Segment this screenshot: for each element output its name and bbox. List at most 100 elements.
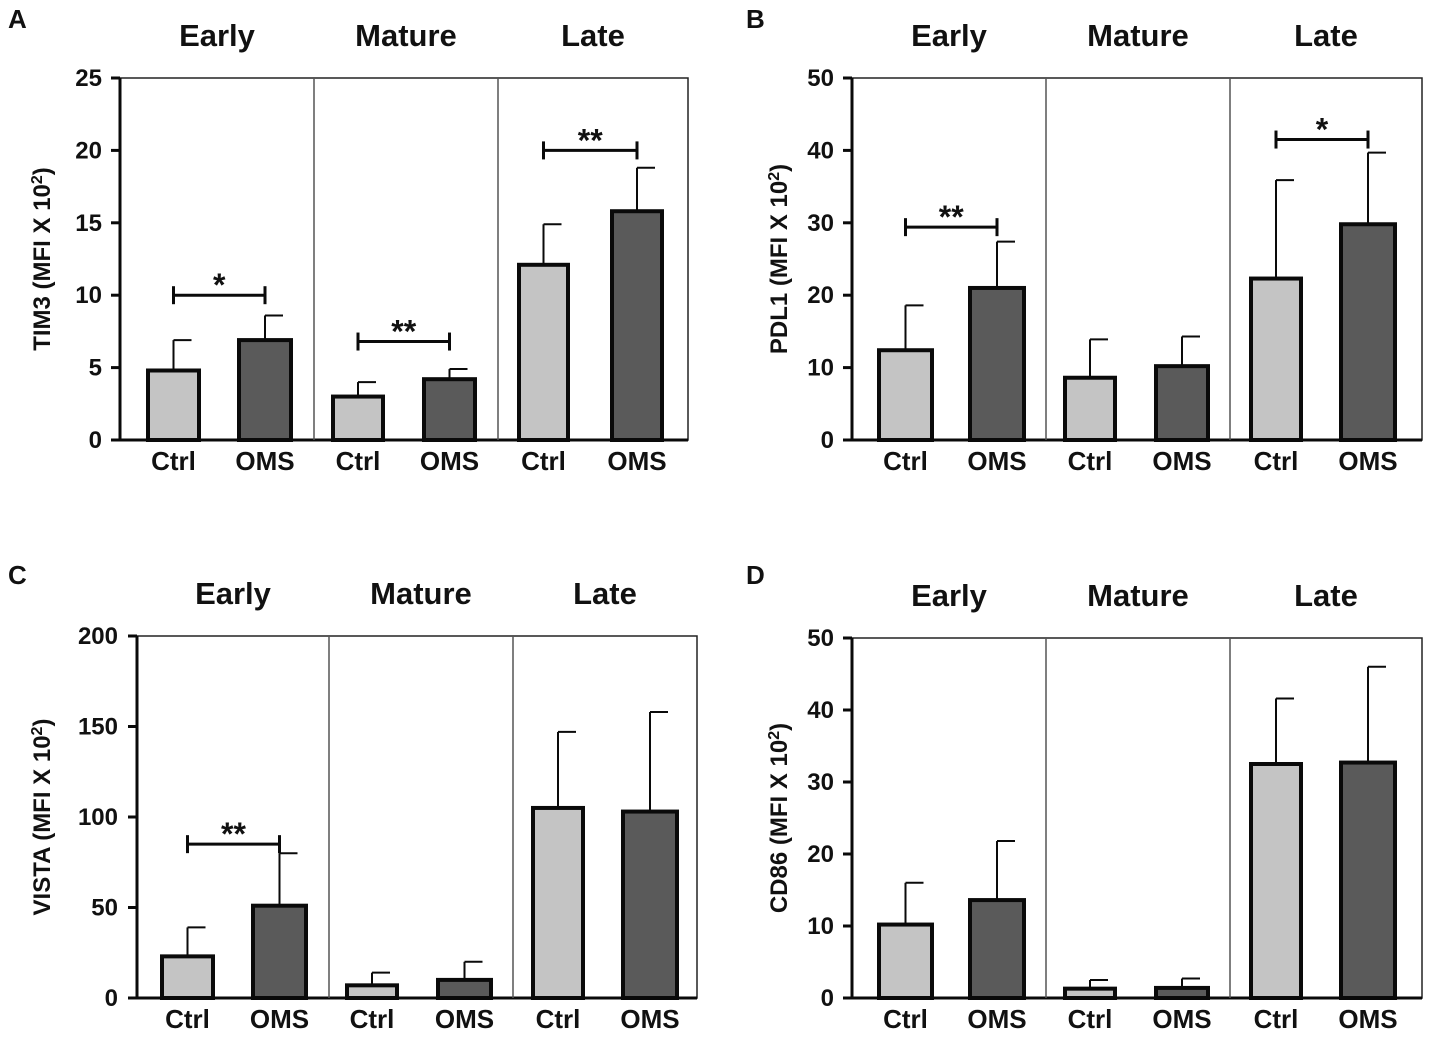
x-category-label: OMS [620,1004,679,1034]
chart-panel-a: A 0 5 10 15 20 25 TIM3 (MFI X 102) Early Ctrl OMS *… [8,4,689,476]
bar-ctrl [877,348,934,442]
y-tick-label: 30 [807,769,834,796]
y-tick-label: 0 [821,985,834,1012]
y-tick-label: 20 [807,841,834,868]
bar-ctrl [146,368,201,442]
bar-ctrl [1249,276,1303,442]
bar-ctrl [1063,986,1117,1001]
x-category-label: Ctrl [165,1004,210,1034]
y-axis-label: PDL1 (MFI X 102) [766,164,794,354]
y-tick-label: 40 [807,697,834,724]
group-title: Early [911,18,988,53]
group-title: Mature [1087,18,1189,53]
y-tick-label: 200 [78,623,118,650]
y-axis-label: VISTA (MFI X 102) [29,719,57,916]
bar-oms [1339,222,1397,442]
x-category-label: OMS [1152,1004,1211,1034]
y-axis-label: CD86 (MFI X 102) [766,723,794,913]
chart-panel-c: C 0 50 100 150 200 VISTA (MFI X 102) Early Ctrl O… [8,560,698,1034]
x-category-label: OMS [250,1004,309,1034]
y-axis-label: TIM3 (MFI X 102) [29,167,57,351]
x-category-label: Ctrl [883,1004,928,1034]
bar-oms [237,338,293,443]
y-tick-label: 50 [807,625,834,652]
group-title: Late [561,18,625,53]
plot-frame [851,77,1423,441]
y-tick-label: 50 [91,895,118,922]
bar-ctrl [160,954,215,1000]
bar-oms [610,209,664,442]
group-title: Early [179,18,256,53]
x-category-label: OMS [1338,446,1397,476]
bar-ctrl [531,805,585,1001]
bar-oms [436,977,493,1001]
bar-ctrl [1063,375,1117,442]
bar-oms [251,903,308,1000]
y-tick-label: 100 [78,804,118,831]
x-category-label: OMS [435,1004,494,1034]
x-category-label: Ctrl [1068,1004,1113,1034]
bar-oms [968,898,1026,1001]
group-title: Late [1294,18,1358,53]
bar-ctrl [1249,762,1303,1000]
y-tick-label: 25 [75,65,102,92]
x-category-label: OMS [1152,446,1211,476]
x-category-label: Ctrl [336,446,381,476]
y-tick-label: 10 [807,355,834,382]
y-tick-label: 40 [807,137,834,164]
bar-oms [968,285,1026,442]
y-tick-label: 0 [89,427,102,454]
x-category-label: OMS [607,446,666,476]
y-tick-label: 150 [78,714,118,741]
group-title: Mature [355,18,457,53]
bar-ctrl [331,394,385,442]
x-category-label: Ctrl [151,446,196,476]
bar-oms [1154,364,1210,443]
x-category-label: Ctrl [1254,1004,1299,1034]
plot-frame [851,637,1423,999]
x-category-label: OMS [967,1004,1026,1034]
bar-oms [1154,985,1210,1000]
panel-label: B [746,4,765,34]
chart-panel-b: B 0 10 20 30 40 50 PDL1 (MFI X 102) Early Ctrl OMS… [746,4,1423,476]
panel-label: D [746,560,765,590]
y-tick-label: 5 [89,355,102,382]
x-category-label: Ctrl [1068,446,1113,476]
x-category-label: OMS [1338,1004,1397,1034]
y-tick-label: 10 [75,282,102,309]
group-title: Mature [370,576,472,611]
bar-oms [1339,760,1397,1000]
significance-label: * [213,267,226,303]
x-category-label: Ctrl [1254,446,1299,476]
x-category-label: OMS [235,446,294,476]
bar-ctrl [345,983,399,1001]
y-tick-label: 10 [807,913,834,940]
significance-label: ** [391,314,416,350]
group-title: Late [1294,578,1358,613]
significance-label: ** [578,122,603,158]
y-tick-label: 0 [821,427,834,454]
x-category-label: OMS [420,446,479,476]
group-title: Late [573,576,637,611]
x-category-label: Ctrl [536,1004,581,1034]
y-tick-label: 20 [75,137,102,164]
bar-ctrl [877,922,934,1000]
group-title: Early [911,578,988,613]
y-tick-label: 0 [105,985,118,1012]
panel-label: A [8,4,27,34]
bar-oms [621,809,679,1000]
x-category-label: Ctrl [521,446,566,476]
bar-ctrl [517,262,570,442]
plot-frame [119,77,689,441]
group-title: Mature [1087,578,1189,613]
panel-label: C [8,560,27,590]
significance-label: ** [939,199,964,235]
y-tick-label: 15 [75,210,102,237]
y-tick-label: 30 [807,210,834,237]
x-category-label: Ctrl [883,446,928,476]
x-category-label: Ctrl [350,1004,395,1034]
group-title: Early [195,576,272,611]
bar-oms [422,377,477,442]
chart-panel-d: D 0 10 20 30 40 50 CD86 (MFI X 102) Early Ctrl OMS… [746,560,1423,1034]
